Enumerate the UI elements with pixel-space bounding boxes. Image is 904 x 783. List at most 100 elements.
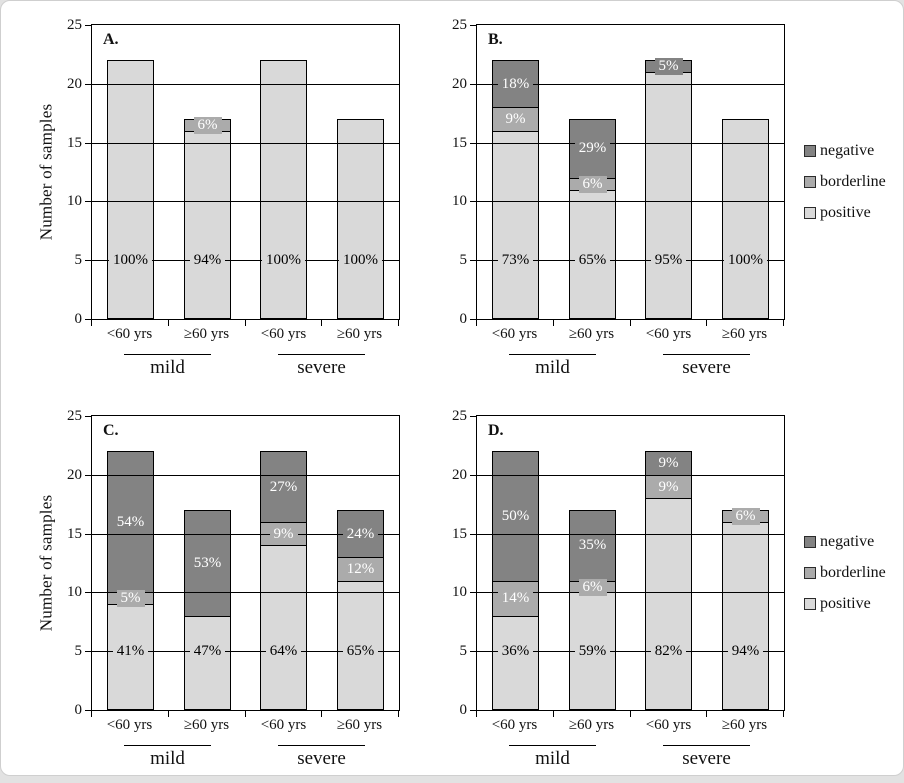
segment-percent-label: 100% [724, 251, 767, 269]
y-axis-title-wrap: Number of samples [28, 24, 64, 320]
segment-percent-label: 18% [497, 75, 534, 93]
legend-item-borderline: borderline [804, 563, 886, 583]
legend-label-positive: positive [820, 595, 871, 612]
category-label: <60 yrs [491, 326, 538, 342]
legend: negative borderline positive [804, 532, 886, 625]
segment-label-wrap: 41% [101, 642, 160, 660]
segment-percent-label: 6% [193, 116, 222, 134]
segment-percent-label: 36% [497, 642, 534, 660]
segment-label-wrap: 27% [254, 478, 313, 496]
segment-label-wrap: 94% [716, 642, 775, 660]
group-label-mild: mild [535, 357, 570, 378]
gridline-20 [92, 475, 399, 476]
gridline-10 [92, 201, 399, 202]
segment-percent-label: 9% [654, 478, 683, 496]
y-tick-label: 20 [452, 76, 467, 92]
group-underline-severe [278, 354, 365, 355]
segment-percent-label: 82% [650, 642, 687, 660]
bar-segment-positive [260, 545, 307, 710]
segment-percent-label: 100% [262, 251, 305, 269]
plot-area-a: 100% 94% 6% 100% 100% [91, 24, 400, 320]
segment-label-wrap: 64% [254, 642, 313, 660]
x-axis-tick [476, 320, 477, 326]
bar-severe-ge60 [337, 119, 384, 319]
segment-label-wrap: 95% [639, 251, 698, 269]
y-axis-tick [85, 319, 91, 320]
y-tick-label: 25 [67, 17, 82, 33]
y-axis-tick [470, 416, 476, 417]
bar-mild-ge60 [184, 510, 231, 710]
panel-b: 73% 9% 18% 65% 6% 29% 95% 5% 100% 0 5 10 15 20 25 <60 y… [452, 1, 904, 392]
y-axis-tick [470, 84, 476, 85]
legend-item-positive: positive [804, 203, 886, 223]
group-label-severe: severe [297, 748, 346, 769]
plot-area-d: 36% 14% 50% 59% 6% 35% 82% 9% 9% 94% 6% [476, 415, 785, 711]
y-axis-tick [85, 534, 91, 535]
segment-label-wrap: 18% [486, 75, 545, 93]
category-label: ≥60 yrs [721, 717, 768, 733]
category-label: ≥60 yrs [721, 326, 768, 342]
y-axis-tick [470, 25, 476, 26]
segment-label-wrap: 94% [178, 251, 237, 269]
bar-segment-positive [337, 119, 384, 319]
bar-segment-positive [107, 60, 154, 319]
x-axis-tick [168, 711, 169, 717]
x-axis-tick [706, 320, 707, 326]
category-label: <60 yrs [260, 326, 307, 342]
x-axis-tick [553, 320, 554, 326]
gridline-20 [477, 475, 784, 476]
legend-swatch-borderline [804, 567, 816, 579]
y-axis-tick [85, 260, 91, 261]
group-label-severe: severe [297, 357, 346, 378]
bar-severe-ge60 [722, 119, 769, 319]
segment-label-wrap: 9% [639, 454, 698, 472]
panel-letter-c: C. [103, 422, 119, 439]
y-axis-tick [85, 475, 91, 476]
gridline-5 [92, 260, 399, 261]
gridline-5 [477, 260, 784, 261]
category-label: <60 yrs [491, 717, 538, 733]
category-label: ≥60 yrs [568, 326, 615, 342]
x-axis-tick [630, 320, 631, 326]
bar-severe-lt60 [260, 60, 307, 319]
segment-percent-label: 24% [342, 525, 379, 543]
segment-percent-label: 5% [116, 589, 145, 607]
segment-label-wrap: 73% [486, 251, 545, 269]
legend: negative borderline positive [804, 141, 886, 234]
segment-label-wrap: 29% [563, 139, 622, 157]
bar-severe-ge60 [722, 510, 769, 710]
y-axis-tick [470, 592, 476, 593]
gridline-15 [92, 143, 399, 144]
segment-percent-label: 9% [501, 110, 530, 128]
group-label-mild: mild [150, 748, 185, 769]
category-label: <60 yrs [106, 326, 153, 342]
y-tick-label: 5 [459, 252, 468, 268]
x-axis-tick [476, 711, 477, 717]
x-axis-tick [706, 711, 707, 717]
segment-percent-label: 35% [574, 536, 611, 554]
x-axis-tick [245, 711, 246, 717]
segment-percent-label: 6% [578, 578, 607, 596]
category-label: ≥60 yrs [183, 717, 230, 733]
legend-swatch-positive [804, 207, 816, 219]
y-axis-tick [470, 201, 476, 202]
panel-c: Number of samples 41% 5% 54% 47% 53% 64% 9% 27% 6… [1, 392, 453, 783]
y-tick-label: 0 [459, 311, 468, 327]
y-axis-title: Number of samples [36, 103, 56, 241]
category-label: ≥60 yrs [336, 717, 383, 733]
category-label: ≥60 yrs [568, 717, 615, 733]
segment-label-wrap: 6% [563, 175, 622, 193]
category-label: <60 yrs [260, 717, 307, 733]
segment-label-wrap: 36% [486, 642, 545, 660]
legend-label-negative: negative [820, 142, 875, 159]
segment-label-wrap: 5% [639, 57, 698, 75]
bar-mild-lt60 [107, 60, 154, 319]
segment-percent-label: 65% [342, 642, 379, 660]
segment-percent-label: 6% [578, 175, 607, 193]
y-tick-label: 0 [459, 702, 468, 718]
panel-letter-b: B. [488, 31, 503, 48]
segment-label-wrap: 9% [486, 110, 545, 128]
y-axis-title: Number of samples [36, 494, 56, 632]
y-tick-label: 10 [67, 584, 82, 600]
y-tick-label: 15 [452, 135, 467, 151]
